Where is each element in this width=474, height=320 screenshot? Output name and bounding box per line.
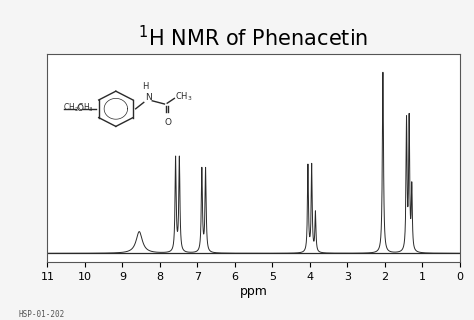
Text: CH$_2$CH$_3$: CH$_2$CH$_3$ [63, 102, 94, 114]
X-axis label: ppm: ppm [240, 285, 267, 298]
Text: O: O [76, 104, 83, 113]
Text: HSP-01-202: HSP-01-202 [19, 310, 65, 319]
Title: $^1$H NMR of Phenacetin: $^1$H NMR of Phenacetin [138, 25, 369, 50]
Text: ethoxy: ethoxy [0, 319, 1, 320]
Text: H: H [142, 82, 149, 91]
Text: CH$_3$: CH$_3$ [175, 91, 193, 103]
Text: O: O [164, 117, 172, 127]
Text: N: N [145, 92, 152, 101]
